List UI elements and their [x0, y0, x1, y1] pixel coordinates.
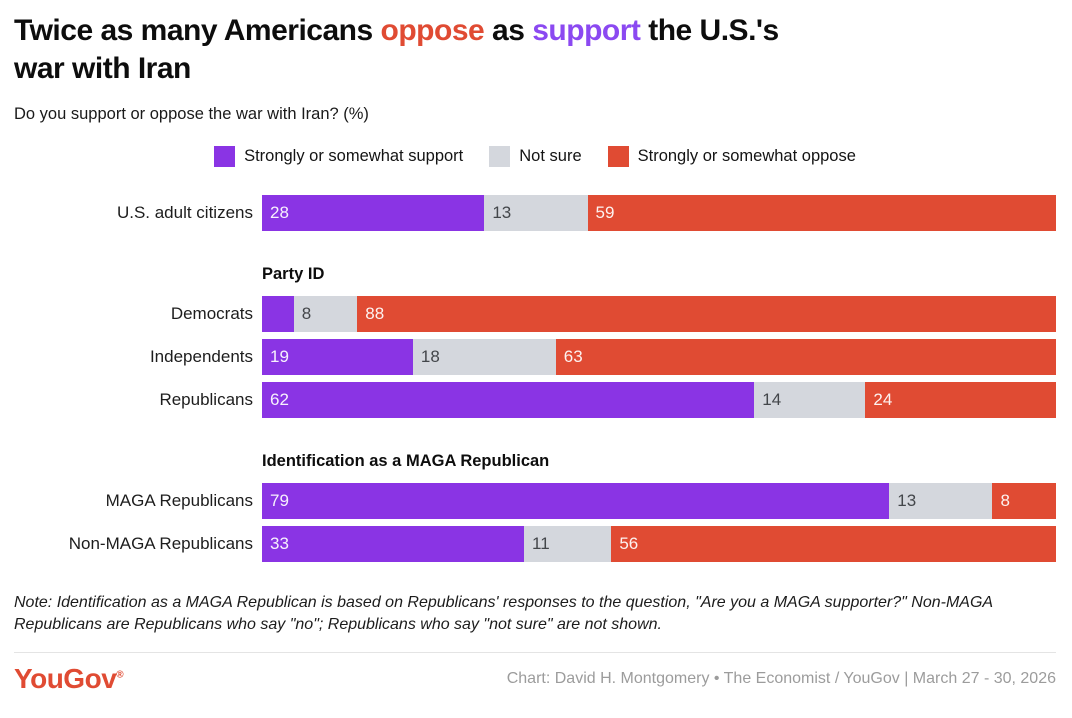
row-track: 8 88 — [262, 295, 1056, 332]
yougov-logo-text: YouGov — [14, 662, 117, 694]
bar-value-label: 28 — [270, 202, 289, 222]
chart-group: MAGA Republicans 79 13 8 Non-MAGA Republic… — [14, 482, 1056, 562]
title-text-line2: war with Iran — [14, 52, 191, 86]
bar-value-label: 14 — [762, 389, 782, 409]
chart-row: Republicans 62 14 24 — [14, 381, 1056, 418]
bar-value-label: 59 — [595, 202, 615, 222]
bar-value-label: 18 — [420, 346, 440, 366]
row-label: Democrats — [170, 303, 253, 323]
bar-value-label: 33 — [270, 533, 289, 553]
bar-segment-support: 33 — [262, 525, 525, 562]
row-track: 19 18 63 — [262, 338, 1056, 375]
bar-segment-support: 62 — [262, 381, 755, 418]
legend-label-not-sure: Not sure — [519, 146, 582, 165]
title-text: as — [484, 14, 533, 47]
bar-segment-support: 79 — [262, 482, 890, 519]
bar-value-label: 13 — [897, 490, 917, 510]
bar-value-label: 11 — [532, 533, 550, 553]
chart-group: Democrats 8 88 Independents 19 18 63 Republ… — [14, 295, 1056, 418]
chart-row: Democrats 8 88 — [14, 295, 1056, 332]
row-label: Republicans — [159, 389, 253, 409]
group-header: Identification as a MAGA Republican — [262, 451, 550, 470]
chart-row: Independents 19 18 63 — [14, 338, 1056, 375]
bar-value-label: 63 — [563, 346, 583, 366]
bar-segment-support: 19 — [262, 338, 413, 375]
legend-label-oppose: Strongly or somewhat oppose — [637, 146, 856, 165]
bar-value-label: 13 — [492, 202, 512, 222]
bar-segment-support: 28 — [262, 194, 485, 231]
bar-value-label: 56 — [619, 533, 639, 553]
registered-mark-icon: ® — [116, 669, 124, 681]
row-label: MAGA Republicans — [105, 490, 253, 510]
title-oppose-word: oppose — [380, 14, 485, 47]
bar-segment-oppose: 63 — [555, 338, 1056, 375]
bar-value-label: 62 — [270, 389, 289, 409]
bar-value-label: 24 — [873, 389, 893, 409]
footnote: Note: Identification as a MAGA Republica… — [14, 593, 993, 633]
row-label: Non-MAGA Republicans — [68, 533, 253, 553]
title-text: Twice as many Americans — [14, 14, 381, 47]
bar-segment-not-sure: 13 — [484, 194, 588, 231]
chart-group: U.S. adult citizens 28 13 59 — [14, 194, 1056, 231]
legend-item-support: Strongly or somewhat support — [214, 145, 464, 167]
bar-segment-not-sure: 11 — [524, 525, 612, 562]
chart-row: U.S. adult citizens 28 13 59 — [14, 194, 1056, 231]
chart-question: Do you support or oppose the war with Ir… — [14, 104, 369, 123]
bar-segment-not-sure: 13 — [889, 482, 993, 519]
chart-row: MAGA Republicans 79 13 8 — [14, 482, 1056, 519]
legend-item-not-sure: Not sure — [489, 145, 582, 167]
group-header: Party ID — [262, 264, 325, 283]
bar-segment-not-sure: 14 — [754, 381, 866, 418]
legend-swatch-oppose-icon — [607, 145, 629, 167]
bar-value-label: 8 — [1000, 490, 1010, 510]
title-support-word: support — [532, 14, 641, 47]
legend-label-support: Strongly or somewhat support — [244, 146, 464, 165]
bar-value-label: 79 — [270, 490, 289, 510]
bar-segment-oppose: 88 — [357, 295, 1056, 332]
bar-segment-oppose: 8 — [992, 482, 1056, 519]
bar-value-label: 19 — [270, 346, 289, 366]
footer: YouGov® Chart: David H. Montgomery • The… — [14, 651, 1056, 695]
legend: Strongly or somewhat support Not sure St… — [14, 145, 1056, 167]
bar-segment-not-sure: 8 — [293, 295, 358, 332]
bar-segment-oppose: 56 — [611, 525, 1056, 562]
bar-segment-oppose: 24 — [865, 381, 1056, 418]
row-label: Independents — [149, 346, 253, 366]
bar-segment-oppose: 59 — [587, 194, 1056, 231]
stacked-bar-chart: U.S. adult citizens 28 13 59 Party ID Demo… — [14, 194, 1056, 562]
title-text: the U.S.'s — [640, 14, 779, 47]
chart-row: Non-MAGA Republicans 33 11 56 — [14, 525, 1056, 562]
row-label: U.S. adult citizens — [116, 202, 253, 222]
row-track: 79 13 8 — [262, 482, 1056, 519]
bar-value-label: 88 — [365, 303, 385, 323]
legend-item-oppose: Strongly or somewhat oppose — [607, 145, 856, 167]
chart-credit: Chart: David H. Montgomery • The Economi… — [506, 669, 1056, 687]
row-track: 33 11 56 — [262, 525, 1056, 562]
row-track: 28 13 59 — [262, 194, 1056, 231]
row-track: 62 14 24 — [262, 381, 1056, 418]
legend-swatch-not-sure-icon — [489, 145, 511, 167]
yougov-logo: YouGov® — [14, 662, 124, 695]
legend-swatch-support-icon — [214, 145, 236, 167]
bar-segment-not-sure: 18 — [412, 338, 556, 375]
page-title: Twice as many Americans oppose as suppor… — [14, 12, 1054, 89]
bar-value-label: 8 — [301, 303, 312, 323]
bar-segment-support — [262, 295, 294, 332]
